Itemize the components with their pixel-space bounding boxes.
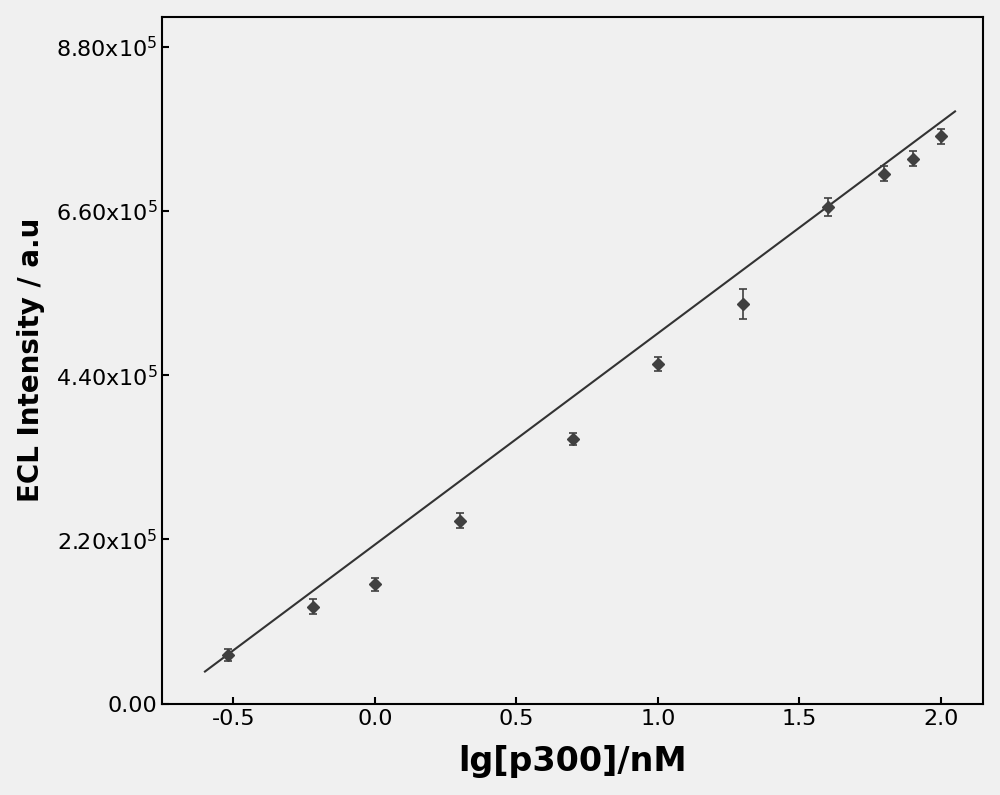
X-axis label: lg[p300]/nM: lg[p300]/nM [459,746,687,778]
Y-axis label: ECL Intensity / a.u: ECL Intensity / a.u [17,218,45,502]
